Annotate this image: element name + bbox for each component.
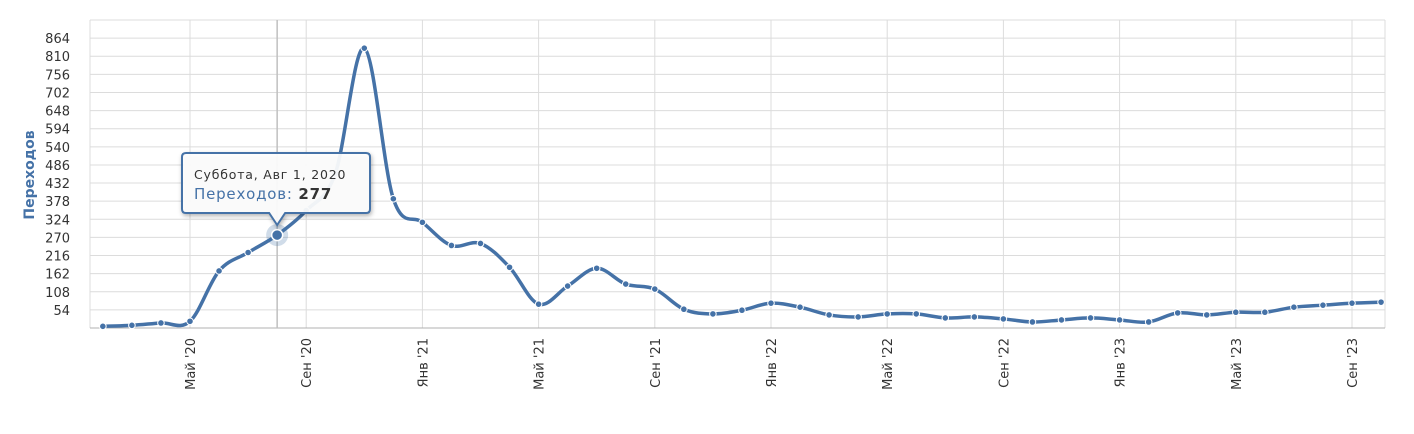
tooltip-title: Суббота, Авг 1, 2020: [194, 167, 346, 182]
point: [505, 263, 514, 272]
x-tick-label: Сен '23: [1346, 338, 1361, 388]
y-tick-label: 216: [45, 250, 70, 265]
point: [999, 315, 1008, 323]
y-tick-label: 324: [45, 213, 70, 228]
y-tick-label: 864: [45, 32, 70, 47]
point: [941, 314, 950, 322]
tooltip-box: [181, 152, 371, 227]
point: [563, 282, 572, 290]
point: [680, 305, 688, 314]
point: [1057, 316, 1066, 324]
y-tick-label: 54: [53, 304, 70, 319]
point: [1086, 314, 1095, 322]
point: [621, 280, 630, 288]
x-tick-label: Янв '21: [416, 338, 431, 387]
point: [1290, 303, 1298, 311]
point: [99, 322, 107, 331]
y-tick-label: 810: [45, 50, 70, 65]
point: [912, 310, 921, 318]
point: [418, 218, 427, 227]
tooltip: Суббота, Авг 1, 2020 Переходов: 277: [181, 152, 371, 227]
y-tick-label: 432: [45, 177, 70, 192]
y-tick-label: 594: [45, 123, 70, 138]
y-tick-label: 378: [45, 195, 70, 210]
y-tick-label: 648: [45, 105, 70, 120]
point: [244, 248, 252, 257]
point: [186, 317, 194, 326]
point: [592, 264, 601, 273]
tooltip-label: Переходов:: [194, 185, 293, 203]
y-tick-label: 108: [45, 286, 70, 301]
point: [970, 313, 979, 321]
point: [1173, 309, 1182, 317]
point: [1028, 318, 1037, 326]
point: [1319, 301, 1327, 309]
point: [796, 303, 804, 311]
point: [447, 241, 456, 250]
x-tick-label: Сен '21: [649, 338, 664, 388]
point: [1377, 298, 1385, 306]
x-tick-label: Янв '23: [1114, 338, 1129, 387]
point: [883, 310, 892, 318]
point: [1261, 308, 1269, 317]
y-tick-label: 486: [45, 159, 70, 174]
point: [157, 319, 165, 327]
tooltip-body: Переходов: 277: [194, 185, 332, 203]
y-tick-label: 270: [45, 231, 70, 246]
y-tick-label: 756: [45, 68, 70, 83]
point: [767, 299, 775, 307]
point: [1348, 299, 1356, 307]
point: [360, 44, 369, 52]
point: [476, 239, 485, 248]
point: [651, 285, 659, 293]
x-tick-label: Май '22: [881, 338, 896, 390]
point: [215, 267, 223, 275]
point: [738, 306, 746, 315]
point: [389, 195, 398, 203]
point: [854, 313, 862, 321]
hover-point: [270, 228, 284, 242]
point: [128, 321, 136, 330]
x-tick-label: Май '20: [184, 338, 199, 390]
y-tick-label: 540: [45, 141, 70, 156]
y-tick-label: 162: [45, 268, 70, 283]
point: [709, 310, 717, 318]
x-tick-label: Май '21: [533, 338, 548, 390]
point: [1115, 316, 1124, 324]
y-axis-title: Переходов: [22, 130, 38, 219]
point: [1144, 318, 1153, 326]
point: [825, 311, 833, 319]
x-tick-label: Янв '22: [765, 338, 780, 387]
point: [1202, 311, 1211, 319]
x-tick-label: Сен '20: [300, 338, 315, 388]
x-tick-label: Сен '22: [997, 338, 1012, 388]
point: [1232, 308, 1240, 317]
tooltip-value: 277: [298, 185, 332, 203]
x-tick-label: Май '23: [1230, 338, 1245, 390]
y-tick-label: 702: [45, 86, 70, 101]
point: [534, 300, 543, 308]
